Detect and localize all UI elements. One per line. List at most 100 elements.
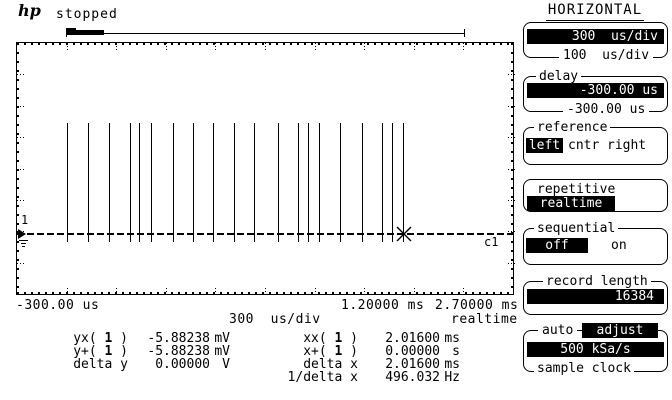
measurement-unit: ms	[444, 357, 460, 372]
major-tick	[508, 169, 515, 170]
major-tick	[116, 43, 117, 50]
channel-number: 1	[334, 331, 343, 346]
reference-option-cntr[interactable]: cntr	[568, 138, 600, 153]
measurement-value: 496.032	[385, 370, 440, 385]
major-tick	[265, 43, 266, 50]
measurement-label: xx( 1 )	[303, 331, 358, 346]
major-tick	[414, 288, 415, 295]
acquisition-status: stopped	[56, 7, 118, 22]
waveform-plot: 1 c1	[16, 42, 515, 295]
trace-spike	[254, 123, 255, 242]
measurement-label: 1/delta x	[287, 370, 358, 385]
measurement-label: y+( 1 )	[73, 344, 128, 359]
major-tick	[17, 137, 24, 138]
measurement-row: x+( 1 ) 0.00000 s	[268, 345, 460, 358]
major-tick	[315, 288, 316, 295]
measurement-unit: s	[452, 344, 460, 359]
major-tick	[17, 169, 24, 170]
measurement-value: 2.01600	[385, 357, 440, 372]
reference-option-right[interactable]: right	[607, 138, 647, 153]
measurement-unit: mV	[214, 331, 230, 346]
major-tick	[508, 106, 515, 107]
major-tick	[17, 200, 24, 201]
graticule-right-ticks	[511, 43, 513, 294]
trace-spike	[278, 123, 279, 242]
sample-clock-rate[interactable]: 500 kSa/s	[527, 342, 664, 357]
major-tick	[463, 43, 464, 50]
sequential-label: sequential	[534, 222, 619, 235]
trace-spike	[340, 123, 341, 242]
trace-spike	[173, 123, 174, 242]
timebase-secondary-value[interactable]: 100 us/div	[559, 49, 654, 62]
sample-clock-label: sample clock	[534, 362, 634, 375]
major-tick	[67, 288, 68, 295]
major-tick	[215, 288, 216, 295]
sample-clock-auto[interactable]: auto	[538, 324, 578, 337]
sample-clock-adjust[interactable]: adjust	[582, 323, 658, 338]
measurement-unit: ms	[444, 331, 460, 346]
major-tick	[215, 43, 216, 50]
axis-time-center: 1.20000 ms	[341, 298, 425, 313]
delay-label: delay	[536, 70, 582, 83]
trace-spike	[151, 123, 152, 242]
record-view-line	[67, 33, 465, 34]
major-tick	[364, 43, 365, 50]
major-tick	[17, 263, 24, 264]
measurement-unit: Hz	[444, 370, 460, 385]
acquisition-mode-name[interactable]: repetitive	[537, 182, 616, 197]
channel-1-level-arrow-icon[interactable]	[18, 229, 26, 239]
trace-spike	[193, 123, 194, 242]
hp-logo: hp	[18, 1, 41, 20]
trace-spike	[382, 123, 383, 242]
measurement-row: delta y 0.00000 V	[38, 358, 230, 371]
record-end-tick	[464, 29, 465, 37]
panel-title: HORIZONTAL	[523, 2, 667, 21]
measurement-value: -5.88238	[147, 331, 210, 346]
measurement-row: xx( 1 ) 2.01600 ms	[268, 332, 460, 345]
major-tick	[508, 74, 515, 75]
trace-spike	[298, 123, 299, 242]
major-tick	[67, 43, 68, 50]
measurement-row: 1/delta x 496.032 Hz	[268, 371, 460, 384]
major-tick	[508, 231, 515, 232]
major-tick	[166, 288, 167, 295]
record-start-tick	[66, 28, 67, 37]
axis-acquisition-mode: realtime	[451, 312, 518, 327]
record-length-value[interactable]: 16384	[527, 289, 664, 304]
delay-secondary-value[interactable]: -300.00 us	[563, 103, 650, 116]
major-tick	[265, 288, 266, 295]
channel-1-marker[interactable]: 1	[21, 213, 29, 227]
measurement-label: yx( 1 )	[73, 331, 128, 346]
measurement-value: 0.00000	[385, 344, 440, 359]
trace-spike	[392, 123, 393, 242]
major-tick	[364, 288, 365, 295]
sequential-option-off[interactable]: off	[526, 238, 588, 253]
major-tick	[414, 43, 415, 50]
major-tick	[463, 288, 464, 295]
major-tick	[116, 288, 117, 295]
channel-number: 1	[104, 344, 113, 359]
record-window-bar[interactable]	[67, 30, 104, 35]
measurement-row: delta x 2.01600 ms	[268, 358, 460, 371]
measurement-value: -5.88238	[147, 344, 210, 359]
channel-1-trace-label: c1	[484, 235, 499, 249]
major-tick	[17, 106, 24, 107]
trace-spike	[109, 123, 110, 242]
channel-number: 1	[334, 344, 343, 359]
acquisition-mode-selected[interactable]: realtime	[527, 196, 615, 211]
record-length-label: record length	[543, 275, 651, 288]
axis-timebase-scale: 300 us/div	[229, 312, 321, 327]
sequential-option-on[interactable]: on	[611, 238, 627, 253]
trace-spike	[67, 123, 68, 242]
reference-label: reference	[534, 121, 611, 134]
axis-time-left: -300.00 us	[16, 298, 100, 313]
reference-option-left[interactable]: left	[526, 138, 563, 153]
record-trigger-marker	[66, 28, 76, 30]
timebase-primary-value[interactable]: 300 us/div	[527, 29, 664, 44]
graticule-left-ticks	[17, 43, 19, 294]
measurement-cursor-x[interactable]	[396, 226, 412, 242]
trace-spike	[308, 123, 309, 242]
major-tick	[508, 137, 515, 138]
delay-primary-value[interactable]: -300.00 us	[527, 83, 664, 98]
major-tick	[166, 43, 167, 50]
